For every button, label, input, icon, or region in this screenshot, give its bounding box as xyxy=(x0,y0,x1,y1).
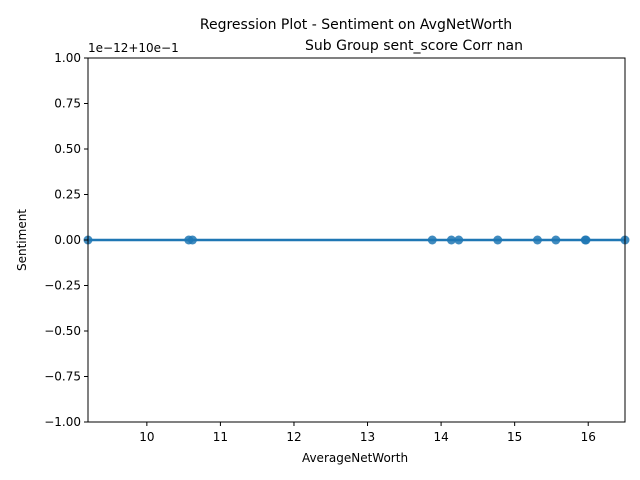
data-point xyxy=(446,235,456,245)
y-tick-label: −0.50 xyxy=(44,324,81,338)
y-offset-text: 1e−12+10e−1 xyxy=(88,41,179,55)
y-tick-label: −0.25 xyxy=(44,279,81,293)
y-tick-label: 1.00 xyxy=(54,51,81,65)
x-tick-label: 12 xyxy=(286,430,301,444)
data-point xyxy=(581,235,591,245)
y-tick-label: −1.00 xyxy=(44,415,81,429)
chart-title-line2: Sub Group sent_score Corr nan xyxy=(305,38,523,54)
data-point xyxy=(187,235,197,245)
x-tick-label: 13 xyxy=(360,430,375,444)
data-point xyxy=(551,235,561,245)
x-tick-label: 15 xyxy=(507,430,522,444)
y-axis-label: Sentiment xyxy=(15,209,29,271)
y-tick-label: 0.25 xyxy=(54,188,81,202)
x-tick-label: 16 xyxy=(581,430,596,444)
data-point xyxy=(454,235,464,245)
y-tick-label: 0.75 xyxy=(54,97,81,111)
chart-title-line1: Regression Plot - Sentiment on AvgNetWor… xyxy=(200,17,512,33)
y-tick-label: −0.75 xyxy=(44,370,81,384)
x-tick-label: 11 xyxy=(213,430,228,444)
data-point xyxy=(493,235,503,245)
data-point xyxy=(532,235,542,245)
x-tick-label: 10 xyxy=(139,430,154,444)
y-tick-label: 0.50 xyxy=(54,142,81,156)
plot-area: 10 11 12 13 14 15 16 −1.00 −0.75 −0.50 −0.25 0.00 0.… xyxy=(44,51,630,444)
x-tick-label: 14 xyxy=(433,430,448,444)
y-tick-label: 0.00 xyxy=(54,233,81,247)
x-axis-label: AverageNetWorth xyxy=(302,451,408,465)
data-point xyxy=(427,235,437,245)
